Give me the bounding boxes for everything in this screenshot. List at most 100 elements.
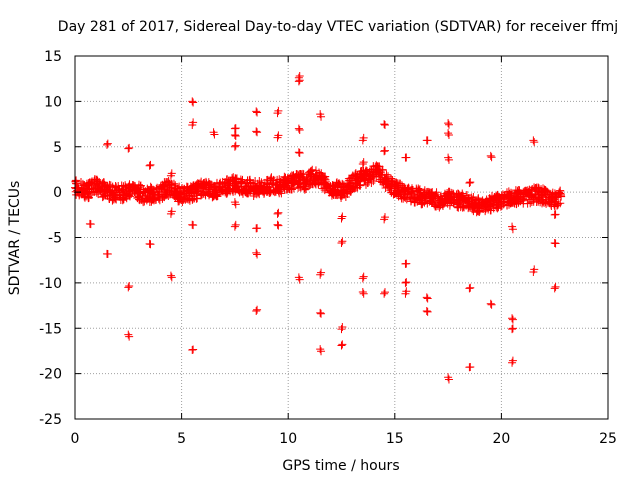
data-point-dense	[353, 175, 362, 184]
data-point-outlier	[422, 293, 431, 302]
data-point-dense	[449, 198, 458, 207]
data-point-dense	[291, 173, 300, 182]
data-point-outlier-repeat	[103, 249, 112, 258]
data-point-outlier-repeat	[402, 278, 411, 287]
data-point-dense	[99, 178, 108, 187]
data-point-dense	[296, 170, 305, 179]
data-point-outlier	[358, 159, 367, 168]
data-point-outlier	[508, 358, 517, 367]
data-point-dense	[117, 181, 126, 190]
data-point-outlier-repeat	[530, 265, 539, 274]
data-point-dense	[525, 189, 534, 198]
data-point-outlier-repeat	[253, 250, 262, 259]
data-point-outlier	[252, 248, 261, 257]
data-point-dense	[462, 201, 471, 210]
data-point-outlier-repeat	[402, 259, 411, 268]
data-point-outlier-repeat	[253, 108, 262, 117]
data-point-dense	[412, 193, 421, 202]
data-point-outlier	[188, 346, 197, 355]
y-tick-label: 15	[44, 49, 62, 65]
data-point-outlier-repeat	[274, 208, 283, 217]
data-point-outlier-repeat	[508, 324, 517, 333]
data-point-dense	[435, 196, 444, 205]
data-point-outlier	[550, 238, 559, 247]
data-point-dense	[380, 173, 389, 182]
y-tick-label: 5	[53, 140, 62, 156]
data-point-dense	[129, 186, 138, 195]
data-point-outlier	[294, 273, 303, 282]
data-point-outlier	[316, 308, 325, 317]
data-point-dense	[445, 187, 454, 196]
data-point-outlier-repeat	[551, 210, 560, 219]
data-point-dense	[431, 202, 440, 211]
data-point-dense	[481, 205, 490, 214]
data-point-outlier	[316, 270, 325, 279]
data-point-outlier-repeat	[338, 237, 347, 246]
data-point-dense	[237, 180, 246, 189]
data-point-dense	[455, 192, 464, 201]
y-axis-title: SDTVAR / TECUs	[7, 181, 23, 296]
data-point-dense	[489, 199, 498, 208]
data-point-outlier	[273, 209, 282, 218]
data-point-dense	[467, 198, 476, 207]
data-point-dense	[84, 193, 93, 202]
data-point-outlier	[422, 307, 431, 316]
data-point-dense	[175, 182, 184, 191]
data-point-outlier-repeat	[444, 130, 453, 139]
data-point-dense	[300, 184, 309, 193]
data-point-dense	[148, 195, 157, 204]
data-point-outlier	[486, 151, 495, 160]
data-point-dense	[98, 179, 107, 188]
data-point-dense	[106, 181, 115, 190]
data-point-dense	[334, 187, 343, 196]
data-point-dense	[557, 192, 566, 201]
data-point-outlier-repeat	[103, 139, 112, 148]
data-point-dense	[189, 181, 198, 190]
data-point-dense	[358, 167, 367, 176]
data-point-outlier-repeat	[466, 178, 475, 187]
data-point-dense	[348, 185, 357, 194]
data-point-outlier-repeat	[508, 315, 517, 324]
data-point-outlier	[230, 222, 239, 231]
data-point-dense	[186, 187, 195, 196]
data-point-dense	[550, 202, 559, 211]
data-point-dense	[302, 177, 311, 186]
data-point-outlier-repeat	[359, 289, 368, 298]
data-point-outlier-repeat	[295, 76, 304, 85]
data-point-dense	[192, 189, 201, 198]
data-point-outlier-repeat	[551, 239, 560, 248]
data-point-dense	[308, 165, 317, 174]
data-point-dense	[93, 179, 102, 188]
x-tick-label: 5	[177, 431, 186, 447]
x-tick-label: 0	[71, 431, 80, 447]
data-point-outlier	[465, 284, 474, 293]
data-point-dense	[303, 176, 312, 185]
data-point-dense	[202, 177, 211, 186]
data-point-dense	[367, 179, 376, 188]
data-point-dense	[161, 189, 170, 198]
data-point-outlier-repeat	[125, 332, 134, 341]
data-point-dense	[320, 172, 329, 181]
data-point-dense	[179, 189, 188, 198]
data-point-dense	[314, 168, 323, 177]
data-point-outlier-repeat	[380, 288, 389, 297]
data-point-dense	[398, 182, 407, 191]
data-point-dense	[527, 192, 536, 200]
data-point-outlier-repeat	[167, 273, 176, 282]
data-point-dense	[271, 187, 280, 196]
axis-ticks	[74, 55, 609, 420]
x-tick-label: 15	[386, 431, 404, 447]
data-point-outlier-repeat	[508, 356, 517, 365]
y-tick-label: 10	[44, 94, 62, 110]
data-point-outlier	[102, 140, 111, 149]
data-point-dense	[514, 197, 523, 206]
data-point-dense	[251, 184, 260, 193]
data-point-dense	[141, 187, 150, 196]
data-point-dense	[412, 184, 421, 193]
data-point-dense	[212, 192, 221, 201]
data-point-dense	[480, 203, 489, 212]
data-point-outlier-repeat	[444, 375, 453, 384]
data-point-dense	[276, 187, 285, 196]
data-point-outlier-repeat	[380, 120, 389, 129]
data-point-outlier-repeat	[295, 126, 304, 135]
